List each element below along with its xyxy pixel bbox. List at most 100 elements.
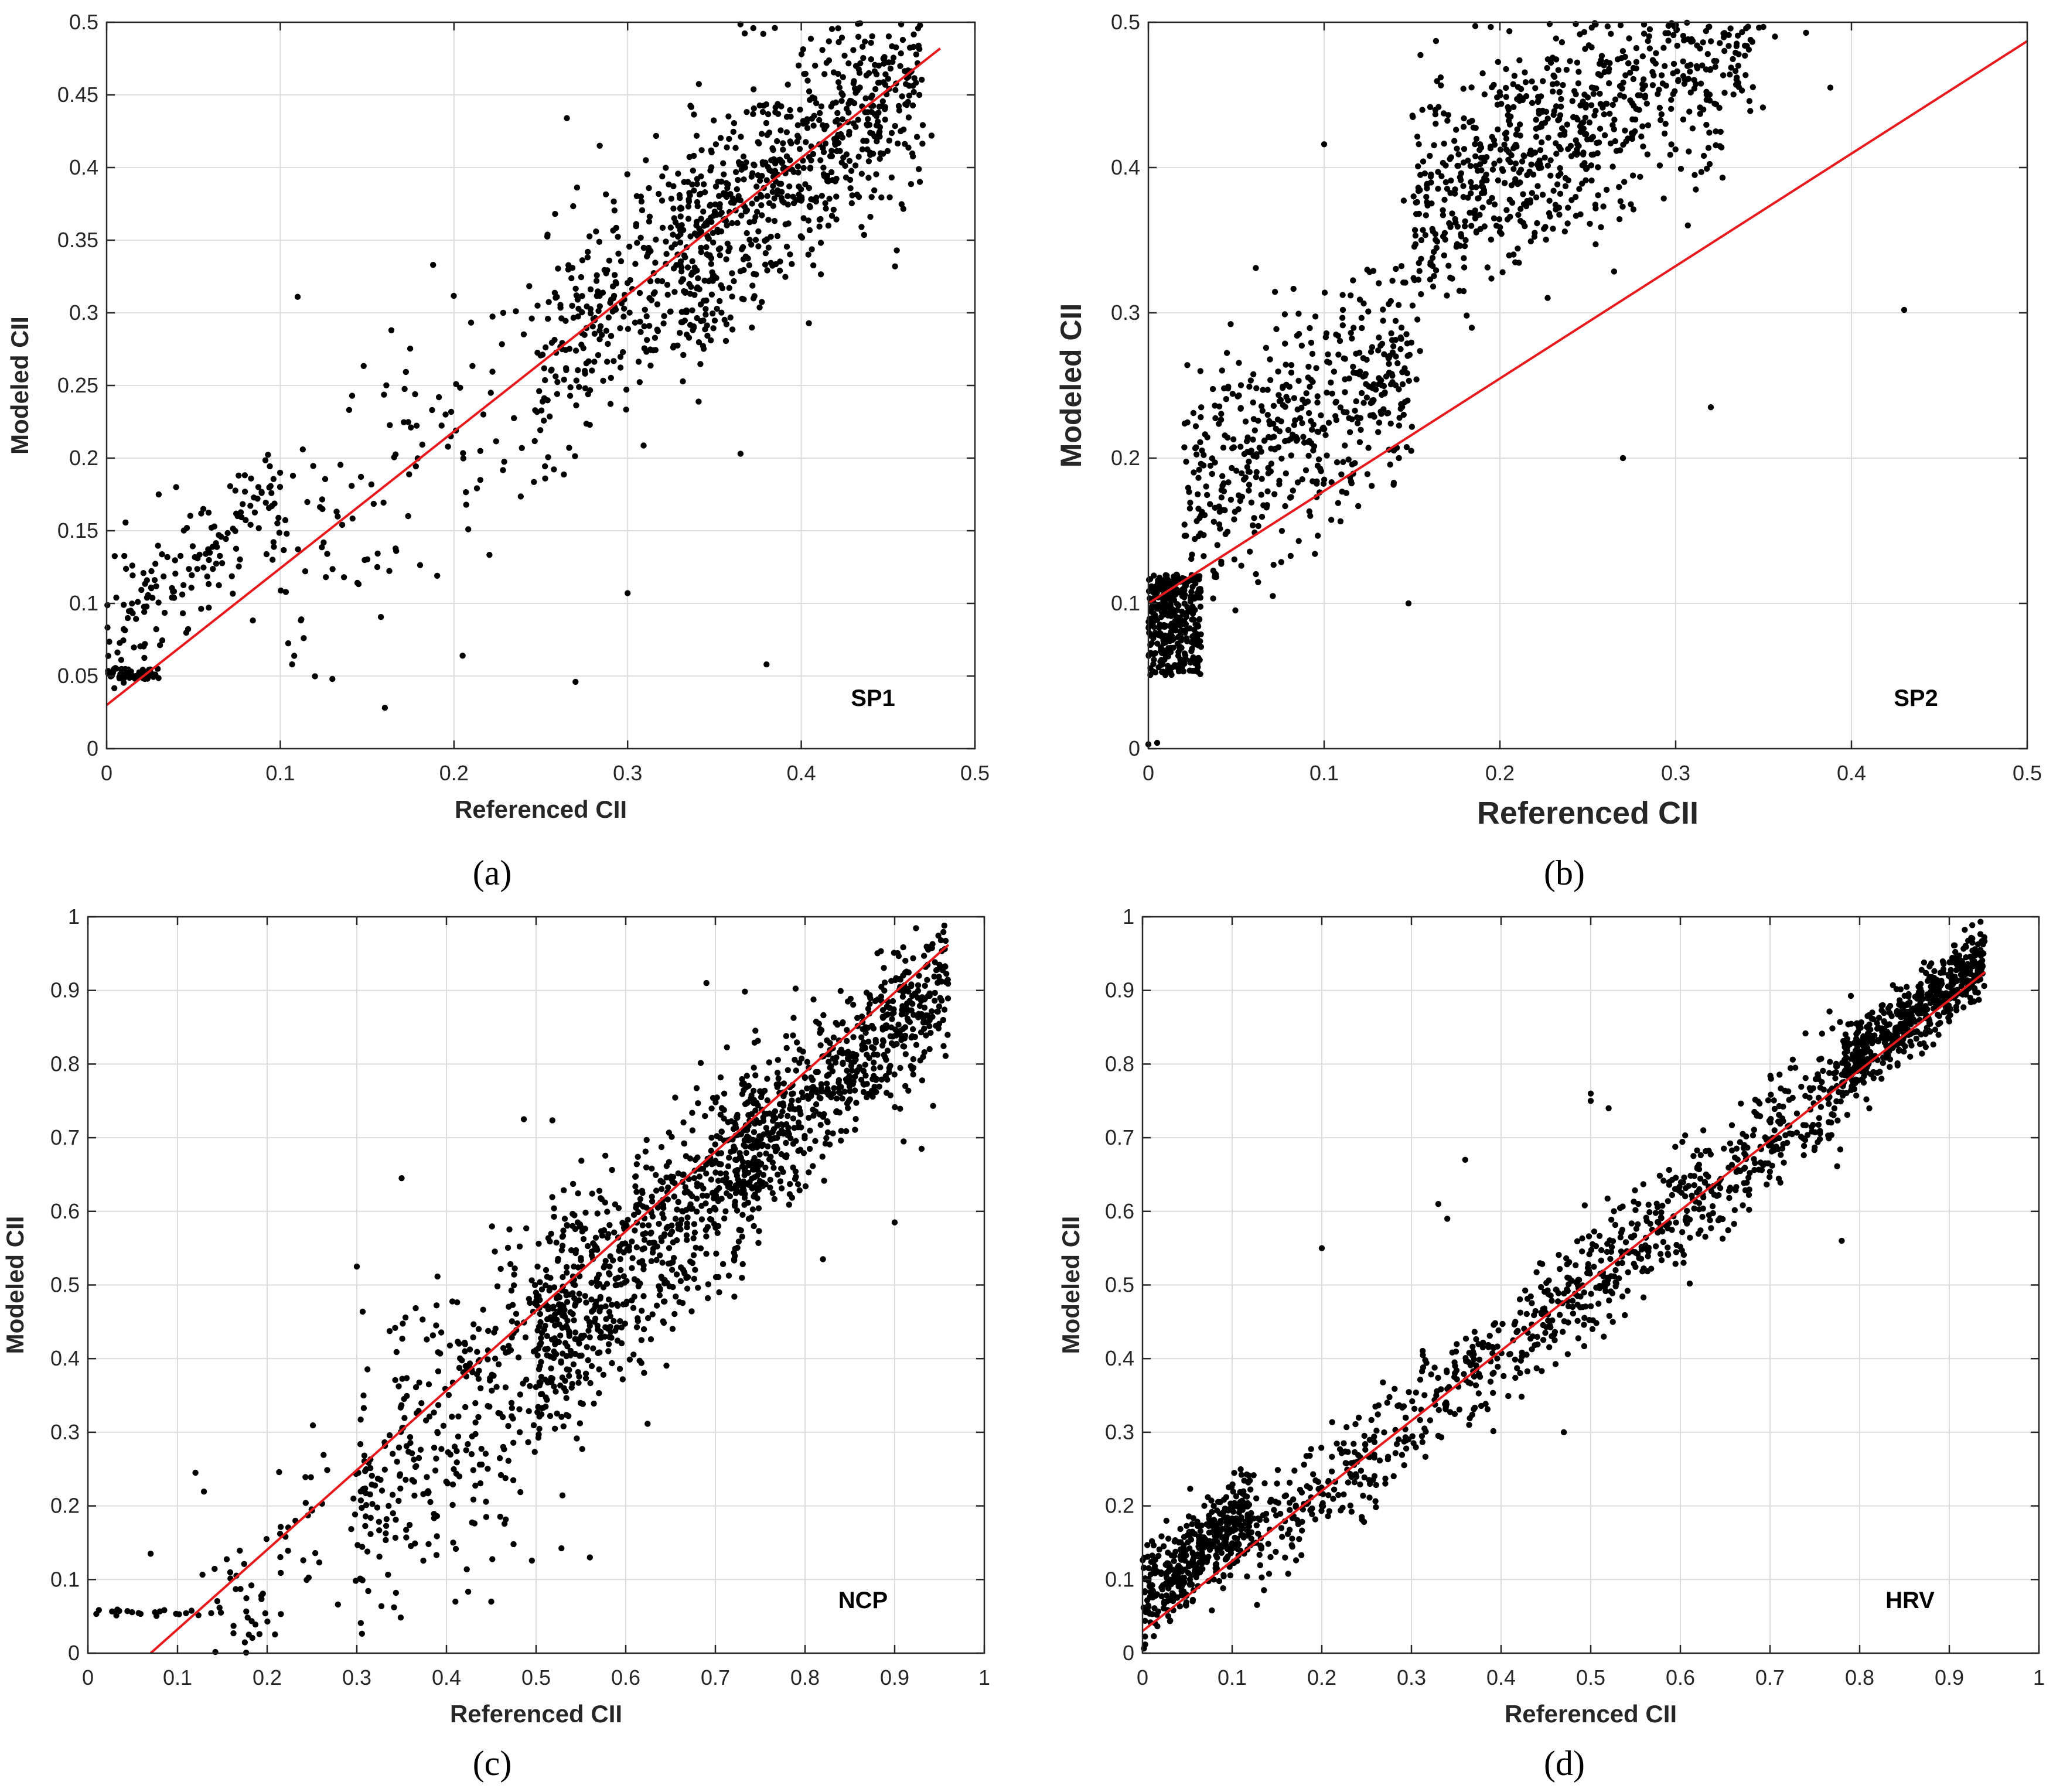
data-point (741, 1168, 748, 1175)
data-point (566, 1373, 572, 1379)
data-point (769, 189, 776, 195)
data-point (1387, 461, 1393, 468)
data-point (782, 1153, 789, 1160)
data-point (752, 1028, 759, 1034)
data-point (792, 1056, 798, 1063)
data-point (754, 1139, 761, 1146)
data-point (719, 285, 726, 292)
data-point (819, 1153, 826, 1160)
data-point (631, 1276, 638, 1282)
data-point (711, 1204, 718, 1211)
data-point (1468, 325, 1475, 331)
data-point (669, 244, 675, 251)
data-point (806, 227, 813, 234)
data-point (1359, 325, 1365, 332)
data-point (832, 118, 839, 125)
data-point (849, 1067, 855, 1074)
data-point (152, 561, 159, 567)
data-point (1614, 56, 1621, 63)
data-point (571, 1295, 578, 1302)
data-point (839, 1095, 846, 1102)
data-point (1350, 277, 1356, 284)
data-point (746, 262, 753, 268)
data-point (1502, 180, 1508, 186)
data-point (469, 363, 476, 369)
data-point (1183, 613, 1190, 620)
data-point (378, 1487, 386, 1494)
data-point (1576, 186, 1583, 192)
data-point (701, 189, 708, 196)
data-point (143, 603, 150, 610)
data-point (427, 1499, 434, 1506)
data-point (1186, 667, 1193, 674)
data-point (1273, 326, 1280, 332)
data-point (846, 158, 853, 164)
data-point (707, 202, 714, 209)
data-point (609, 1166, 615, 1173)
data-point (873, 1076, 880, 1083)
data-point (717, 1111, 724, 1118)
data-point (569, 1180, 577, 1187)
data-point (690, 168, 697, 174)
data-point (1607, 110, 1613, 117)
data-point (920, 953, 927, 959)
data-point (1532, 230, 1538, 236)
data-point (643, 1136, 650, 1144)
data-point (1639, 123, 1646, 129)
data-point (788, 1091, 795, 1097)
data-point (1393, 353, 1399, 360)
data-point (637, 319, 643, 325)
data-point (1649, 69, 1656, 76)
data-point (1477, 226, 1484, 233)
data-point (718, 1128, 725, 1135)
data-point (819, 193, 826, 199)
data-point (1259, 514, 1266, 520)
data-point (501, 459, 507, 465)
data-point (452, 1545, 459, 1552)
data-point (406, 471, 412, 477)
data-point (878, 994, 885, 1000)
data-point (1182, 653, 1189, 659)
data-point (894, 247, 900, 254)
data-point (643, 1164, 650, 1171)
data-point (1503, 84, 1509, 91)
data-point (553, 295, 559, 301)
data-point (780, 1102, 787, 1109)
data-point (897, 977, 904, 983)
data-point (703, 244, 710, 251)
data-point (447, 1451, 453, 1458)
data-point (1472, 207, 1478, 214)
data-point (1697, 104, 1703, 111)
data-point (916, 46, 923, 52)
data-point (652, 289, 658, 296)
data-point (452, 1598, 459, 1605)
data-point (649, 1213, 656, 1220)
data-point (1478, 144, 1485, 151)
data-point (675, 1199, 682, 1206)
data-point (616, 1366, 623, 1372)
data-point (1607, 140, 1614, 146)
data-point (831, 136, 838, 142)
data-point (901, 1138, 907, 1145)
data-point (520, 331, 527, 337)
data-point (459, 1357, 465, 1364)
data-point (141, 609, 148, 615)
data-point (465, 526, 472, 533)
data-point (449, 1414, 455, 1420)
data-point (1733, 81, 1740, 88)
panel-caption: (a) (473, 854, 512, 892)
data-point (908, 983, 915, 989)
data-point (751, 1039, 758, 1046)
data-point (1557, 103, 1564, 110)
data-point (478, 1446, 485, 1452)
data-point (1232, 607, 1239, 614)
data-point (821, 126, 828, 132)
data-point (762, 1165, 769, 1171)
data-point (1231, 556, 1237, 563)
data-point (463, 1447, 469, 1453)
data-point (348, 1526, 354, 1532)
data-point (1662, 30, 1669, 36)
data-point (1553, 206, 1559, 213)
data-point (1706, 161, 1713, 168)
data-point (916, 1002, 923, 1009)
